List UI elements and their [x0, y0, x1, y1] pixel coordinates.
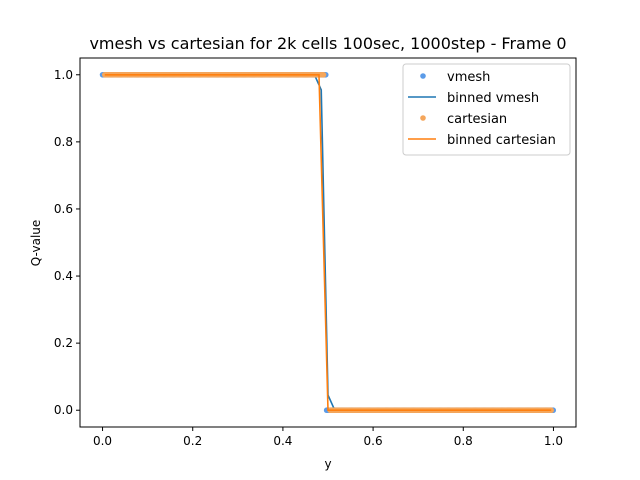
y-tick-label: 1.0	[54, 68, 73, 82]
legend-marker	[420, 115, 426, 121]
x-tick-label: 0.2	[183, 434, 202, 448]
x-tick-label: 1.0	[544, 434, 563, 448]
x-axis-label: y	[324, 457, 331, 471]
legend: vmesh binned vmesh cartesian binned cartesi…	[402, 63, 571, 156]
plot-frame	[79, 57, 577, 428]
y-tick-label: 0.0	[54, 403, 73, 417]
series-line	[104, 73, 552, 412]
legend-item: binned cartesian	[408, 133, 556, 148]
x-tick-label: 0.0	[93, 434, 112, 448]
legend-label: vmesh	[447, 70, 490, 85]
y-axis: 0.0 0.2 0.4 0.6 0.8 1.0	[54, 68, 80, 417]
y-tick-label: 0.6	[54, 202, 73, 216]
series-cartesian	[102, 71, 554, 414]
y-tick-label: 0.2	[54, 336, 73, 350]
x-tick-label: 0.8	[454, 434, 473, 448]
x-tick-label: 0.4	[273, 434, 292, 448]
x-axis: 0.0 0.2 0.4 0.6 0.8 1.0	[93, 427, 563, 448]
y-tick-label: 0.8	[54, 135, 73, 149]
y-tick-label: 0.4	[54, 269, 73, 283]
series-binned-cartesian	[104, 73, 552, 412]
scatter-point	[320, 71, 327, 78]
x-tick-label: 0.6	[364, 434, 383, 448]
legend-item: vmesh	[420, 70, 490, 85]
chart-title: vmesh vs cartesian for 2k cells 100sec, …	[89, 34, 566, 53]
legend-item: binned vmesh	[408, 91, 539, 106]
plot-area	[99, 71, 557, 414]
legend-item: cartesian	[420, 112, 507, 127]
y-axis-label: Q-value	[29, 220, 43, 267]
legend-label: binned vmesh	[447, 91, 539, 106]
legend-label: binned cartesian	[447, 133, 556, 148]
legend-box	[402, 63, 571, 156]
legend-label: cartesian	[447, 112, 507, 127]
legend-marker	[420, 73, 426, 79]
